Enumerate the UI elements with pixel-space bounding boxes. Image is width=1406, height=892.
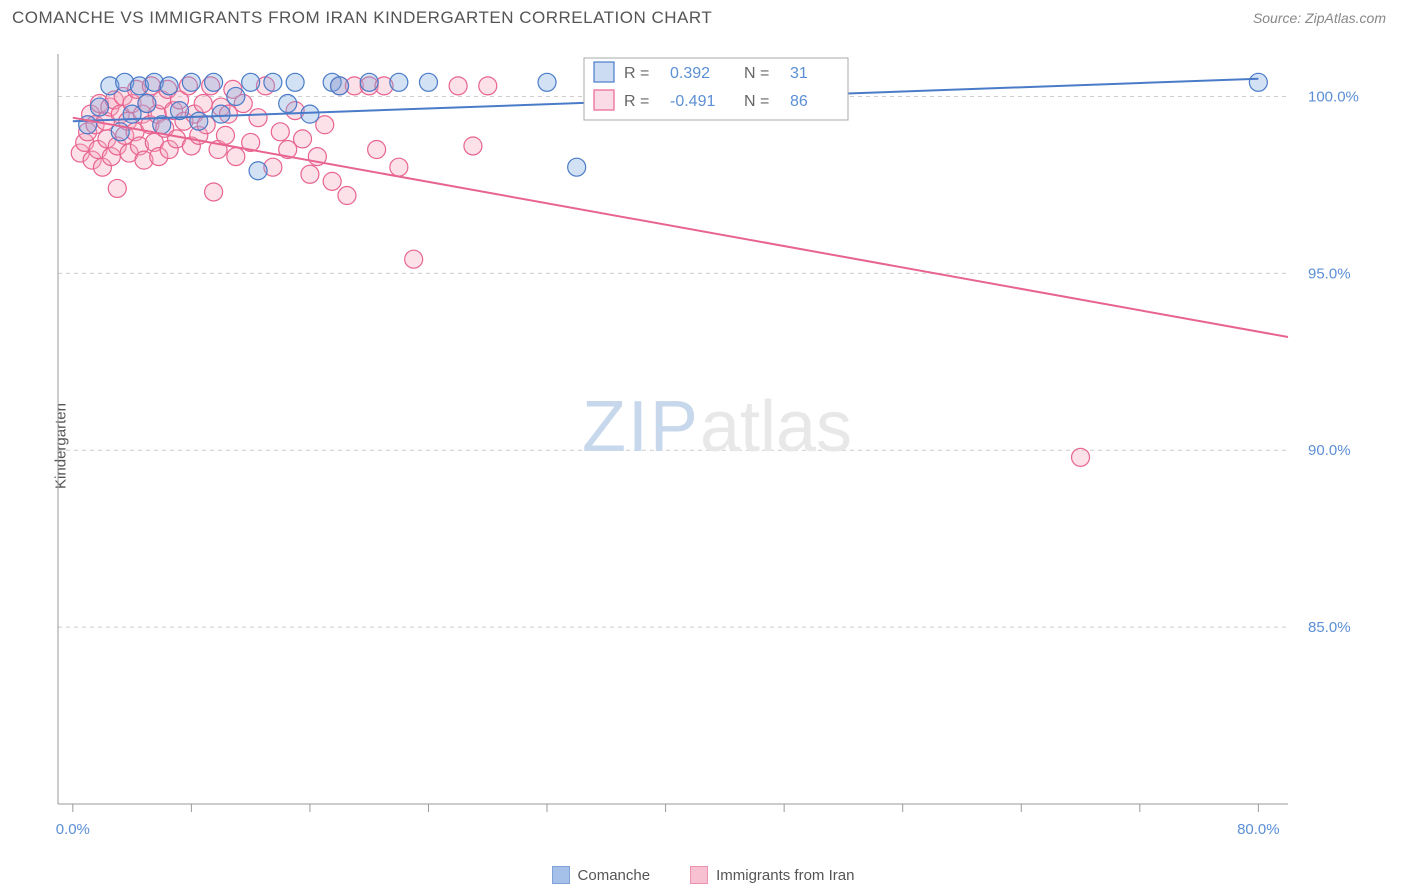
data-point — [368, 141, 386, 159]
data-point — [360, 73, 378, 91]
x-tick-label: 0.0% — [56, 821, 90, 838]
data-point — [323, 172, 341, 190]
legend-swatch-iran — [690, 866, 708, 884]
data-point — [405, 250, 423, 268]
stats-legend-n-label: N = — [744, 93, 769, 110]
data-point — [390, 73, 408, 91]
data-point — [227, 148, 245, 166]
data-point — [249, 109, 267, 127]
y-tick-label: 100.0% — [1308, 88, 1359, 105]
data-point — [568, 158, 586, 176]
stats-legend-marker — [594, 62, 614, 82]
stats-legend-r-label: R = — [624, 93, 649, 110]
data-point — [227, 87, 245, 105]
data-point — [108, 179, 126, 197]
stats-legend-r-label: R = — [624, 65, 649, 82]
legend-item-comanche: Comanche — [552, 866, 651, 884]
legend-item-iran: Immigrants from Iran — [690, 866, 854, 884]
data-point — [190, 112, 208, 130]
data-point — [216, 126, 234, 144]
chart-source: Source: ZipAtlas.com — [1253, 10, 1386, 26]
data-point — [205, 73, 223, 91]
data-point — [212, 105, 230, 123]
data-point — [419, 73, 437, 91]
data-point — [301, 105, 319, 123]
stats-legend-r-value: -0.491 — [670, 93, 715, 110]
y-tick-label: 85.0% — [1308, 619, 1351, 636]
scatter-plot: 100.0% 95.0% 90.0% 85.0% 0.0% 80.0% R = 0.392 N … — [48, 44, 1386, 842]
data-point — [90, 98, 108, 116]
data-point — [138, 95, 156, 113]
data-point — [182, 73, 200, 91]
stats-legend-n-value: 86 — [790, 93, 808, 110]
data-point — [205, 183, 223, 201]
data-point — [479, 77, 497, 95]
data-point — [331, 77, 349, 95]
data-point — [271, 123, 289, 141]
legend-label-comanche: Comanche — [578, 867, 651, 884]
stats-legend-r-value: 0.392 — [670, 65, 710, 82]
data-point — [264, 73, 282, 91]
trend-line — [73, 118, 1288, 337]
data-point — [538, 73, 556, 91]
y-tick-label: 95.0% — [1308, 265, 1351, 282]
data-point — [338, 187, 356, 205]
stats-legend-n-label: N = — [744, 65, 769, 82]
data-point — [390, 158, 408, 176]
data-point — [1072, 448, 1090, 466]
chart-title: COMANCHE VS IMMIGRANTS FROM IRAN KINDERG… — [12, 8, 712, 28]
data-point — [464, 137, 482, 155]
data-point — [194, 95, 212, 113]
data-point — [279, 95, 297, 113]
data-point — [294, 130, 312, 148]
stats-legend-marker — [594, 90, 614, 110]
data-point — [1249, 73, 1267, 91]
y-tick-label: 90.0% — [1308, 442, 1351, 459]
data-point — [286, 73, 304, 91]
legend-label-iran: Immigrants from Iran — [716, 867, 854, 884]
legend-swatch-comanche — [552, 866, 570, 884]
data-point — [449, 77, 467, 95]
data-point — [160, 77, 178, 95]
data-point — [242, 73, 260, 91]
x-tick-label: 80.0% — [1237, 821, 1280, 838]
chart-container: 100.0% 95.0% 90.0% 85.0% 0.0% 80.0% R = 0.392 N … — [48, 44, 1386, 842]
stats-legend-n-value: 31 — [790, 65, 808, 82]
data-point — [301, 165, 319, 183]
data-point — [249, 162, 267, 180]
bottom-legend: Comanche Immigrants from Iran — [0, 866, 1406, 884]
